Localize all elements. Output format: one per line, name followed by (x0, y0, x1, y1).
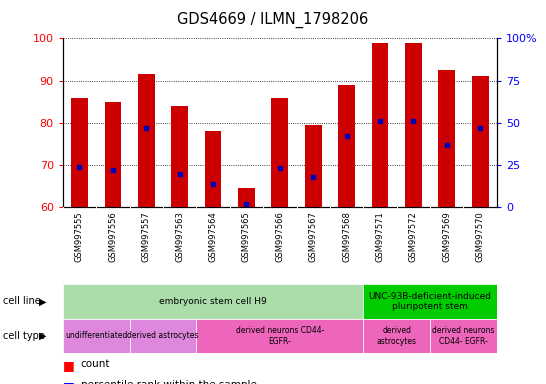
Text: GSM997555: GSM997555 (75, 211, 84, 262)
Bar (197, 319, 363, 353)
Text: GSM997572: GSM997572 (409, 211, 418, 262)
Text: cell type: cell type (3, 331, 45, 341)
Bar (238, 188, 255, 207)
Text: GSM997563: GSM997563 (175, 211, 184, 262)
Text: percentile rank within the sample: percentile rank within the sample (81, 380, 257, 384)
Text: GSM997567: GSM997567 (308, 211, 318, 262)
Text: GSM997566: GSM997566 (275, 211, 284, 262)
Text: undifferentiated: undifferentiated (65, 331, 127, 341)
Text: embryonic stem cell H9: embryonic stem cell H9 (159, 297, 267, 306)
Bar (71, 98, 88, 207)
Text: ■: ■ (63, 380, 75, 384)
Text: ■: ■ (63, 359, 75, 372)
Text: derived astrocytes: derived astrocytes (127, 331, 199, 341)
Bar (63, 284, 363, 319)
Text: GSM997557: GSM997557 (142, 211, 151, 262)
Text: GSM997568: GSM997568 (342, 211, 351, 262)
Text: derived neurons
CD44- EGFR-: derived neurons CD44- EGFR- (432, 326, 495, 346)
Text: derived neurons CD44-
EGFR-: derived neurons CD44- EGFR- (236, 326, 324, 346)
Text: derived
astrocytes: derived astrocytes (377, 326, 417, 346)
Text: GSM997569: GSM997569 (442, 211, 452, 262)
Bar (305, 125, 322, 207)
Text: ▶: ▶ (39, 296, 47, 306)
Text: ▶: ▶ (39, 331, 47, 341)
Text: GSM997565: GSM997565 (242, 211, 251, 262)
Bar (138, 74, 155, 207)
Bar (363, 319, 430, 353)
Text: GSM997570: GSM997570 (476, 211, 485, 262)
Bar (205, 131, 221, 207)
Bar (472, 76, 489, 207)
Bar (104, 102, 121, 207)
Text: UNC-93B-deficient-induced
pluripotent stem: UNC-93B-deficient-induced pluripotent st… (369, 292, 491, 311)
Bar (363, 284, 497, 319)
Bar (271, 98, 288, 207)
Bar (430, 319, 497, 353)
Text: GDS4669 / ILMN_1798206: GDS4669 / ILMN_1798206 (177, 12, 369, 28)
Text: count: count (81, 359, 110, 369)
Text: cell line: cell line (3, 296, 40, 306)
Bar (171, 106, 188, 207)
Bar (129, 319, 197, 353)
Text: GSM997564: GSM997564 (209, 211, 217, 262)
Text: GSM997571: GSM997571 (376, 211, 384, 262)
Bar (372, 43, 388, 207)
Bar (339, 85, 355, 207)
Bar (405, 43, 422, 207)
Bar (438, 70, 455, 207)
Bar (63, 319, 129, 353)
Text: GSM997556: GSM997556 (108, 211, 117, 262)
